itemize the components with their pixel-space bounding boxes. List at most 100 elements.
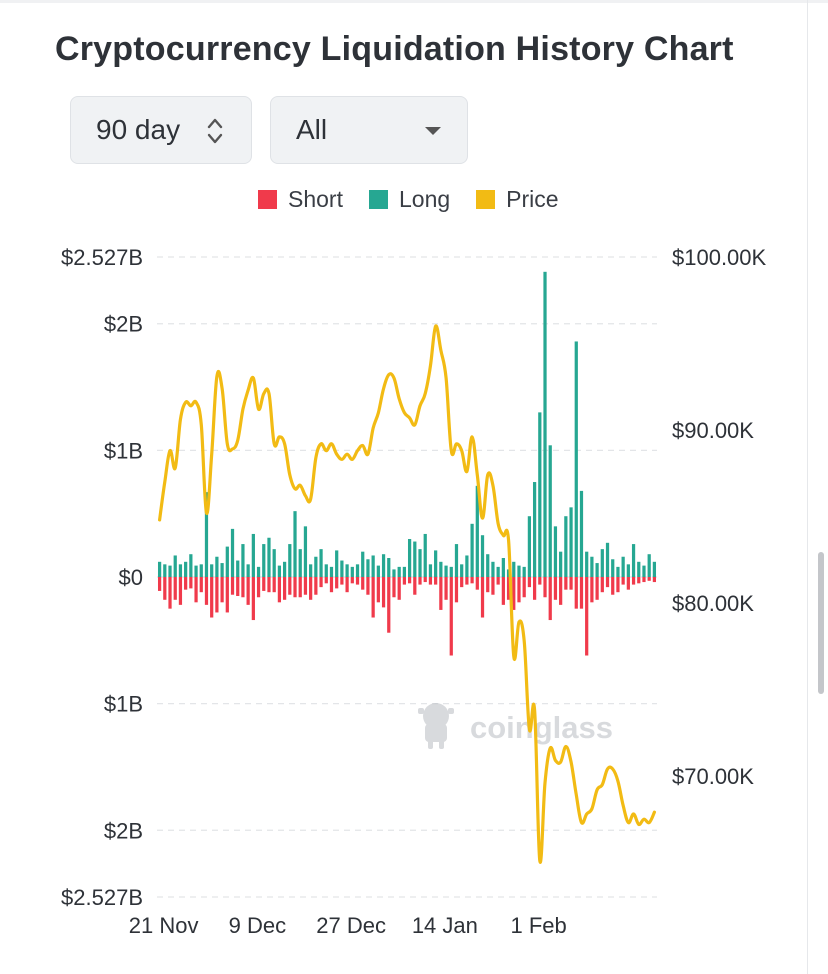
left-tick-label: $1B bbox=[104, 438, 143, 463]
long-bar bbox=[428, 564, 433, 577]
short-bar bbox=[397, 577, 401, 600]
long-bar bbox=[387, 558, 391, 577]
coin-select[interactable]: All bbox=[270, 96, 468, 164]
short-bar bbox=[262, 577, 266, 591]
short-bar bbox=[309, 577, 313, 600]
long-bar bbox=[449, 566, 453, 577]
long-bar bbox=[486, 554, 490, 577]
long-bar bbox=[454, 544, 459, 577]
short-bar bbox=[444, 577, 448, 600]
long-bar bbox=[194, 565, 198, 577]
short-bar bbox=[319, 577, 323, 588]
short-bar bbox=[553, 577, 558, 600]
long-bar bbox=[163, 564, 167, 577]
short-bar bbox=[642, 577, 646, 583]
chart-legend: Short Long Price bbox=[258, 186, 585, 213]
short-bar bbox=[413, 577, 417, 595]
short-bar bbox=[241, 577, 245, 598]
short-bar bbox=[600, 577, 604, 593]
short-bar bbox=[392, 577, 396, 598]
long-bar bbox=[293, 511, 297, 577]
long-bar bbox=[574, 341, 578, 577]
short-bar bbox=[256, 577, 261, 598]
long-bar bbox=[241, 544, 245, 577]
long-bar bbox=[652, 561, 657, 577]
left-tick-label: $1B bbox=[104, 692, 143, 717]
long-bar bbox=[361, 551, 365, 577]
left-tick-label: $2B bbox=[104, 312, 143, 337]
long-bar bbox=[288, 544, 292, 577]
long-bar bbox=[220, 563, 224, 577]
right-tick-label: $70.00K bbox=[672, 764, 754, 789]
page-scrollbar[interactable] bbox=[818, 552, 824, 694]
short-bar bbox=[329, 577, 334, 593]
range-select[interactable]: 90 day bbox=[70, 96, 252, 164]
short-bar bbox=[637, 577, 641, 584]
legend-item-long[interactable]: Long bbox=[368, 186, 450, 213]
long-bar bbox=[376, 565, 380, 577]
short-bar bbox=[366, 577, 370, 595]
legend-swatch-price bbox=[476, 190, 496, 209]
long-bar bbox=[345, 564, 349, 577]
long-bar bbox=[423, 533, 427, 577]
short-bar bbox=[236, 577, 240, 596]
long-bar bbox=[626, 564, 630, 577]
long-bar bbox=[418, 549, 422, 577]
long-bar bbox=[184, 561, 188, 577]
short-bar bbox=[210, 577, 214, 618]
short-bar bbox=[199, 577, 203, 593]
short-bar bbox=[282, 577, 287, 600]
short-bar bbox=[361, 577, 365, 590]
long-bar bbox=[173, 555, 177, 577]
short-bar bbox=[194, 577, 198, 603]
long-bar bbox=[371, 555, 375, 577]
short-bar bbox=[548, 577, 552, 621]
x-tick-label: 21 Nov bbox=[129, 913, 199, 938]
short-bar bbox=[184, 577, 188, 590]
long-bar bbox=[282, 561, 287, 577]
long-bar bbox=[277, 565, 282, 577]
long-bar bbox=[637, 561, 641, 577]
short-bar bbox=[288, 577, 292, 595]
long-bar bbox=[611, 559, 615, 577]
legend-item-price[interactable]: Price bbox=[476, 186, 559, 213]
short-bar bbox=[387, 577, 391, 633]
short-bar bbox=[277, 577, 282, 603]
short-bar bbox=[647, 577, 651, 581]
short-bar bbox=[543, 577, 547, 598]
long-bar bbox=[178, 564, 183, 577]
long-bar bbox=[548, 445, 552, 577]
long-bar bbox=[590, 556, 594, 577]
short-bar bbox=[324, 577, 328, 584]
long-bar bbox=[298, 549, 302, 577]
long-bar bbox=[527, 516, 532, 577]
long-bar bbox=[569, 507, 573, 577]
long-bar bbox=[621, 556, 625, 577]
long-bar bbox=[501, 558, 505, 577]
short-bar bbox=[496, 577, 500, 585]
long-bar bbox=[168, 565, 172, 577]
short-bar bbox=[418, 577, 422, 585]
short-bar bbox=[532, 577, 537, 600]
panel-edge bbox=[807, 0, 808, 974]
short-bar bbox=[621, 577, 625, 585]
long-bar bbox=[397, 566, 401, 577]
short-bar bbox=[434, 577, 438, 585]
long-bar bbox=[204, 492, 209, 577]
long-bar bbox=[553, 526, 558, 577]
short-bar bbox=[465, 577, 469, 585]
short-bar bbox=[538, 577, 542, 585]
short-bar bbox=[460, 577, 464, 588]
short-bar bbox=[189, 577, 193, 589]
legend-item-short[interactable]: Short bbox=[258, 186, 343, 213]
watermark-text: coinglass bbox=[470, 710, 613, 745]
short-bar bbox=[163, 577, 167, 600]
legend-label-short: Short bbox=[288, 186, 343, 212]
long-bar bbox=[309, 564, 313, 577]
short-bar bbox=[272, 577, 276, 593]
long-bar bbox=[559, 551, 563, 577]
short-bar bbox=[298, 577, 302, 598]
long-bar bbox=[517, 565, 521, 577]
long-bar bbox=[189, 554, 193, 577]
long-bar bbox=[262, 544, 266, 577]
